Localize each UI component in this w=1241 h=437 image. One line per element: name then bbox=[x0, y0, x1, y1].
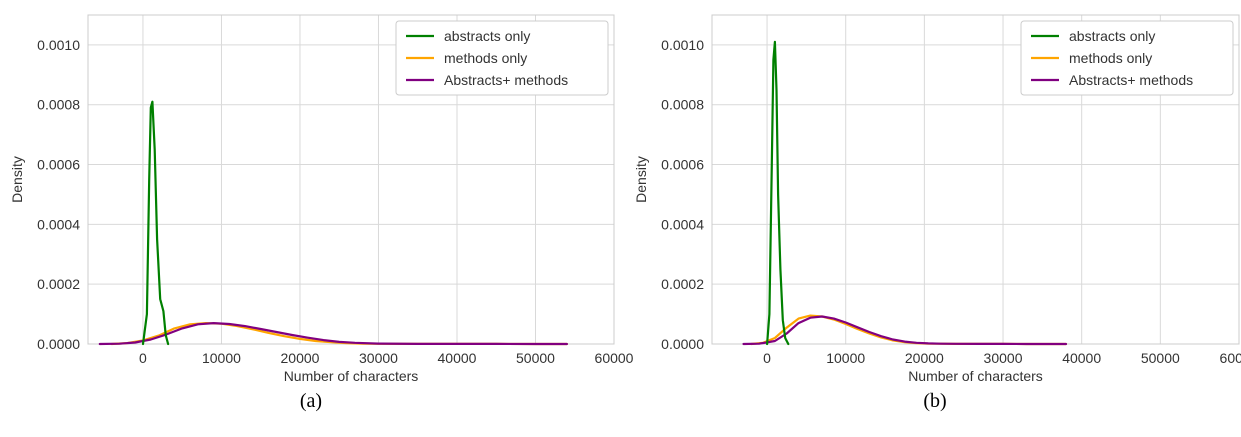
x-axis-label: Number of characters bbox=[908, 368, 1043, 384]
panel-label-a: (a) bbox=[299, 390, 323, 412]
chart-panel-b: 0 10000 20000 30000 40000 50000 60000 0.0000 0.0… bbox=[633, 14, 1241, 384]
series-line-abstracts-only bbox=[141, 100, 170, 346]
y-tick-label: 0.0002 bbox=[37, 276, 80, 292]
y-tick-label: 0.0008 bbox=[661, 97, 704, 113]
series-line-methods-only bbox=[750, 314, 1068, 346]
y-axis-label: Density bbox=[9, 156, 25, 203]
legend-label: methods only bbox=[444, 50, 527, 66]
y-tick-label: 0.0004 bbox=[661, 216, 704, 232]
y-tick-label: 0.0000 bbox=[37, 336, 80, 352]
x-tick-label: 40000 bbox=[438, 350, 477, 366]
x-tick-label: 10000 bbox=[826, 350, 865, 366]
x-tick-label: 0 bbox=[139, 350, 147, 366]
y-axis-label: Density bbox=[633, 156, 649, 203]
legend-box bbox=[395, 20, 609, 96]
y-tick-label: 0.0008 bbox=[37, 97, 80, 113]
x-tick-label: 50000 bbox=[516, 350, 555, 366]
x-tick-label: 30000 bbox=[984, 350, 1023, 366]
x-tick-label: 0 bbox=[763, 350, 771, 366]
x-tick-label: 20000 bbox=[905, 350, 944, 366]
y-tick-label: 0.0000 bbox=[661, 336, 704, 352]
legend-label: abstracts only bbox=[1069, 28, 1155, 44]
legend-label: methods only bbox=[1069, 50, 1152, 66]
y-tick-label: 0.0006 bbox=[661, 157, 704, 173]
x-tick-label: 40000 bbox=[1062, 350, 1101, 366]
chart-panel-a: 0 10000 20000 30000 40000 50000 60000 0.0000 0.0… bbox=[9, 14, 634, 384]
x-tick-label: 60000 bbox=[1220, 350, 1241, 366]
y-tick-label: 0.0010 bbox=[661, 37, 704, 53]
y-tick-label: 0.0010 bbox=[37, 37, 80, 53]
series-line-abstracts-methods bbox=[742, 315, 1068, 346]
series-line-abstracts-methods bbox=[98, 322, 569, 346]
x-tick-label: 50000 bbox=[1141, 350, 1180, 366]
x-axis-label: Number of characters bbox=[284, 368, 419, 384]
legend-label: abstracts only bbox=[444, 28, 530, 44]
x-tick-label: 30000 bbox=[359, 350, 398, 366]
x-tick-label: 60000 bbox=[595, 350, 634, 366]
y-tick-label: 0.0006 bbox=[37, 157, 80, 173]
panel-label-b: (b) bbox=[923, 390, 947, 412]
y-tick-label: 0.0004 bbox=[37, 216, 80, 232]
y-tick-label: 0.0002 bbox=[661, 276, 704, 292]
x-tick-label: 10000 bbox=[202, 350, 241, 366]
legend-label: Abstracts+ methods bbox=[1069, 72, 1193, 88]
legend-box bbox=[1020, 20, 1234, 96]
legend-label: Abstracts+ methods bbox=[444, 72, 568, 88]
x-tick-label: 20000 bbox=[281, 350, 320, 366]
series-line-abstracts-only bbox=[765, 40, 790, 346]
